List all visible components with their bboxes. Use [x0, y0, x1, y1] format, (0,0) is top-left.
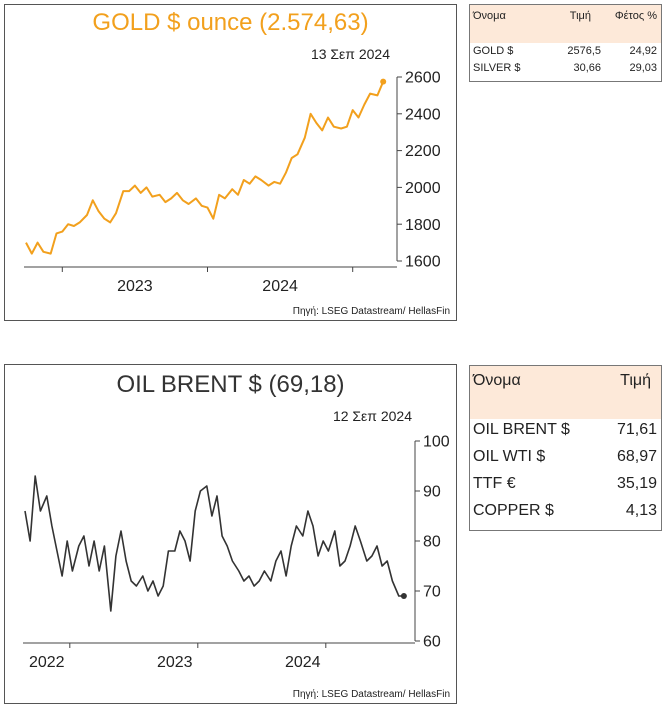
row-name: OIL BRENT $: [473, 421, 570, 438]
y-tick-label: 100: [423, 434, 450, 451]
row-ytd: 24,92: [629, 45, 657, 57]
row-price: 2576,5: [567, 45, 601, 57]
energy-commodities-table: Όνομα Τιμή OIL BRENT $ 71,61 OIL WTI $ 6…: [469, 365, 662, 531]
row-price: 71,61: [616, 421, 657, 438]
header-ytd: Φέτος %: [614, 10, 657, 22]
gold-chart-date: 13 Σεπ 2024: [310, 46, 390, 62]
row-name: SILVER $: [473, 62, 521, 74]
y-tick-label: 2200: [405, 143, 441, 160]
oil-chart-panel: OIL BRENT $ (69,18) 12 Σεπ 2024 60 70 80 90…: [4, 364, 457, 704]
y-tick-label: 1600: [405, 254, 441, 271]
table-row: TTF € 35,19: [470, 473, 661, 500]
x-tick-label: 2024: [285, 654, 321, 671]
y-tick-label: 80: [423, 534, 441, 551]
table-row: GOLD $ 2576,5 24,92: [470, 43, 661, 60]
table-row: OIL BRENT $ 71,61: [470, 419, 661, 446]
row-name: COPPER $: [473, 502, 554, 519]
gold-chart-title: GOLD $ ounce (2.574,63): [92, 9, 369, 36]
y-tick-label: 90: [423, 484, 441, 501]
table-row: SILVER $ 30,66 29,03: [470, 60, 661, 77]
row-price: 68,97: [616, 448, 657, 465]
table-row: COPPER $ 4,13: [470, 500, 661, 527]
y-tick-label: 2400: [405, 106, 441, 123]
header-price: Τιμή: [620, 372, 651, 389]
y-tick-label: 70: [423, 584, 441, 601]
y-tick-label: 2000: [405, 180, 441, 197]
oil-chart-source: Πηγή: LSEG Datastream/ HellasFin: [292, 689, 450, 700]
x-tick-label: 2023: [157, 654, 193, 671]
oil-chart-date: 12 Σεπ 2024: [332, 408, 412, 424]
header-price: Τιμή: [569, 10, 591, 22]
x-tick-label: 2024: [262, 278, 298, 295]
gold-chart-source: Πηγή: LSEG Datastream/ HellasFin: [292, 306, 450, 317]
x-tick-label: 2023: [117, 278, 153, 295]
row-price: 30,66: [573, 62, 601, 74]
oil-chart: 60 70 80 90 100 2022 2023 2024: [23, 434, 450, 671]
header-name: Όνομα: [473, 372, 521, 389]
y-tick-label: 1800: [405, 217, 441, 234]
gold-chart-panel: GOLD $ ounce (2.574,63) 13 Σεπ 2024 1600…: [4, 4, 457, 321]
table-header: Όνομα Τιμή Φέτος %: [470, 5, 661, 43]
row-name: OIL WTI $: [473, 448, 546, 465]
last-point-marker: [400, 593, 407, 599]
row-price: 4,13: [625, 502, 657, 519]
table-row: OIL WTI $ 68,97: [470, 446, 661, 473]
series-line: [25, 81, 385, 255]
oil-chart-title: OIL BRENT $ (69,18): [116, 371, 345, 398]
row-name: TTF €: [473, 475, 516, 492]
x-tick-label: 2022: [29, 654, 65, 671]
last-point-marker: [380, 78, 387, 85]
gold-chart: 1600 1800 2000 2200 2400 2600 2023 2024: [24, 70, 441, 295]
header-name: Όνομα: [473, 10, 506, 22]
row-ytd: 29,03: [629, 62, 657, 74]
row-price: 35,19: [616, 475, 657, 492]
y-tick-label: 2600: [405, 70, 441, 87]
precious-metals-table: Όνομα Τιμή Φέτος % GOLD $ 2576,5 24,92 S…: [469, 4, 662, 82]
series-line: [24, 475, 404, 612]
table-header: Όνομα Τιμή: [470, 366, 661, 419]
row-name: GOLD $: [473, 45, 514, 57]
y-tick-label: 60: [423, 634, 441, 651]
